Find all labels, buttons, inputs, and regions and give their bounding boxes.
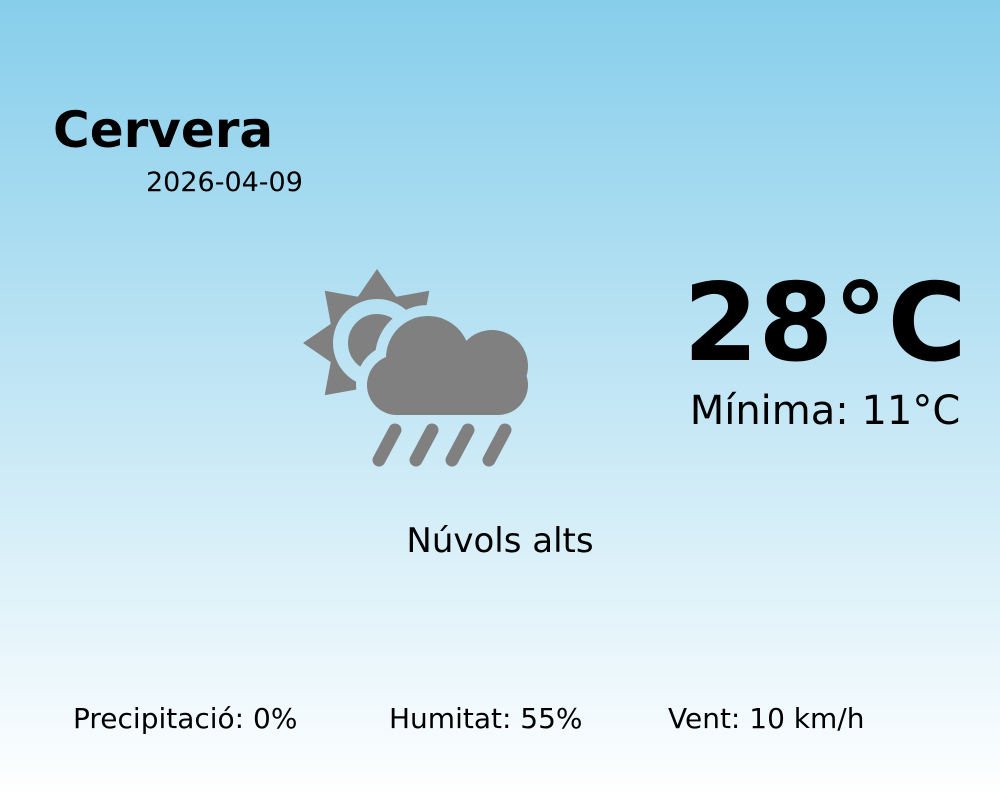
precipitation-detail: Precipitació: 0% (73, 702, 298, 735)
cloud-shape (367, 316, 528, 415)
minimum-temperature: Mínima: 11°C (689, 388, 961, 434)
wind-detail: Vent: 10 km/h (668, 702, 865, 735)
temperature-column: 28°C Mínima: 11°C (645, 270, 1000, 435)
rain-slashes (372, 423, 512, 467)
current-temperature: 28°C (683, 261, 967, 386)
humidity-detail: Humitat: 55% (389, 702, 583, 735)
sun-behind-rain-cloud-icon (303, 269, 528, 467)
condition-text: Núvols alts (406, 521, 594, 561)
city-name: Cervera (53, 101, 274, 159)
forecast-date: 2026-04-09 (146, 167, 303, 198)
